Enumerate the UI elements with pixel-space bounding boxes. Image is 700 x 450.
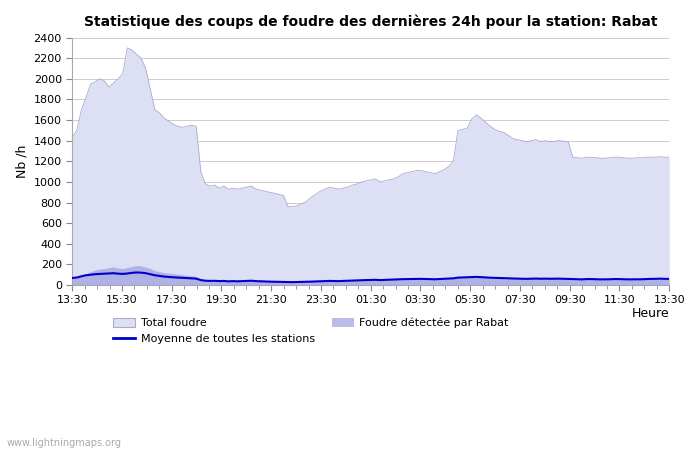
Text: Heure: Heure [631,307,669,320]
Text: www.lightningmaps.org: www.lightningmaps.org [7,438,122,448]
Y-axis label: Nb /h: Nb /h [15,144,28,178]
Legend: Total foudre, Moyenne de toutes les stations, Foudre détectée par Rabat: Total foudre, Moyenne de toutes les stat… [108,313,513,349]
Title: Statistique des coups de foudre des dernières 24h pour la station: Rabat: Statistique des coups de foudre des dern… [84,15,657,30]
